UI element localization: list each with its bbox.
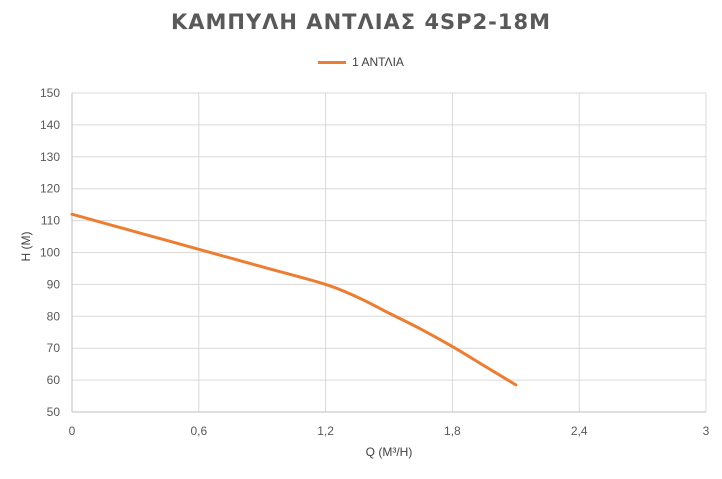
- y-tick-label: 130: [40, 150, 60, 164]
- y-tick-label: 50: [47, 405, 61, 419]
- x-tick-label: 0,6: [190, 424, 207, 438]
- y-tick-label: 60: [47, 373, 61, 387]
- x-tick-label: 1,8: [444, 424, 461, 438]
- y-tick-label: 70: [47, 341, 61, 355]
- y-tick-label: 80: [47, 309, 61, 323]
- y-tick-label: 150: [40, 86, 60, 100]
- x-tick-label: 3: [703, 424, 710, 438]
- y-tick-label: 100: [40, 246, 60, 260]
- chart-title: ΚΑΜΠΥΛΗ ΑΝΤΛΙΑΣ 4SP2-18M: [170, 10, 552, 34]
- legend-swatch: [318, 60, 347, 64]
- y-axis-label: H (M): [19, 232, 33, 262]
- legend: 1 ΑΝΤΛΙΑ: [0, 55, 722, 69]
- x-axis-label: Q (M³/H): [366, 445, 413, 459]
- legend-label: 1 ΑΝΤΛΙΑ: [352, 55, 404, 69]
- x-tick-label: 2,4: [571, 424, 588, 438]
- y-tick-label: 140: [40, 118, 60, 132]
- x-tick-label: 0: [69, 424, 76, 438]
- y-tick-label: 120: [40, 182, 60, 196]
- series-line: [70, 212, 518, 387]
- y-tick-label: 90: [47, 277, 61, 291]
- y-tick-label: 110: [41, 214, 60, 228]
- x-tick-label: 1,2: [317, 424, 334, 438]
